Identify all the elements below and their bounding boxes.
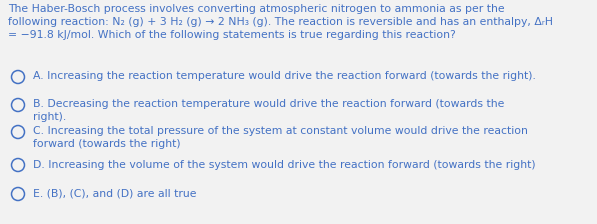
Text: = −91.8 kJ/mol. Which of the following statements is true regarding this reactio: = −91.8 kJ/mol. Which of the following s…: [8, 30, 456, 40]
Text: A. Increasing the reaction temperature would drive the reaction forward (towards: A. Increasing the reaction temperature w…: [33, 71, 536, 81]
Text: E. (B), (C), and (D) are all true: E. (B), (C), and (D) are all true: [33, 189, 196, 199]
Text: B. Decreasing the reaction temperature would drive the reaction forward (towards: B. Decreasing the reaction temperature w…: [33, 99, 504, 122]
Text: The Haber-Bosch process involves converting atmospheric nitrogen to ammonia as p: The Haber-Bosch process involves convert…: [8, 4, 504, 14]
Text: D. Increasing the volume of the system would drive the reaction forward (towards: D. Increasing the volume of the system w…: [33, 160, 536, 170]
Text: C. Increasing the total pressure of the system at constant volume would drive th: C. Increasing the total pressure of the …: [33, 126, 528, 149]
Text: following reaction: N₂ (g) + 3 H₂ (g) → 2 NH₃ (g). The reaction is reversible an: following reaction: N₂ (g) + 3 H₂ (g) → …: [8, 17, 553, 27]
